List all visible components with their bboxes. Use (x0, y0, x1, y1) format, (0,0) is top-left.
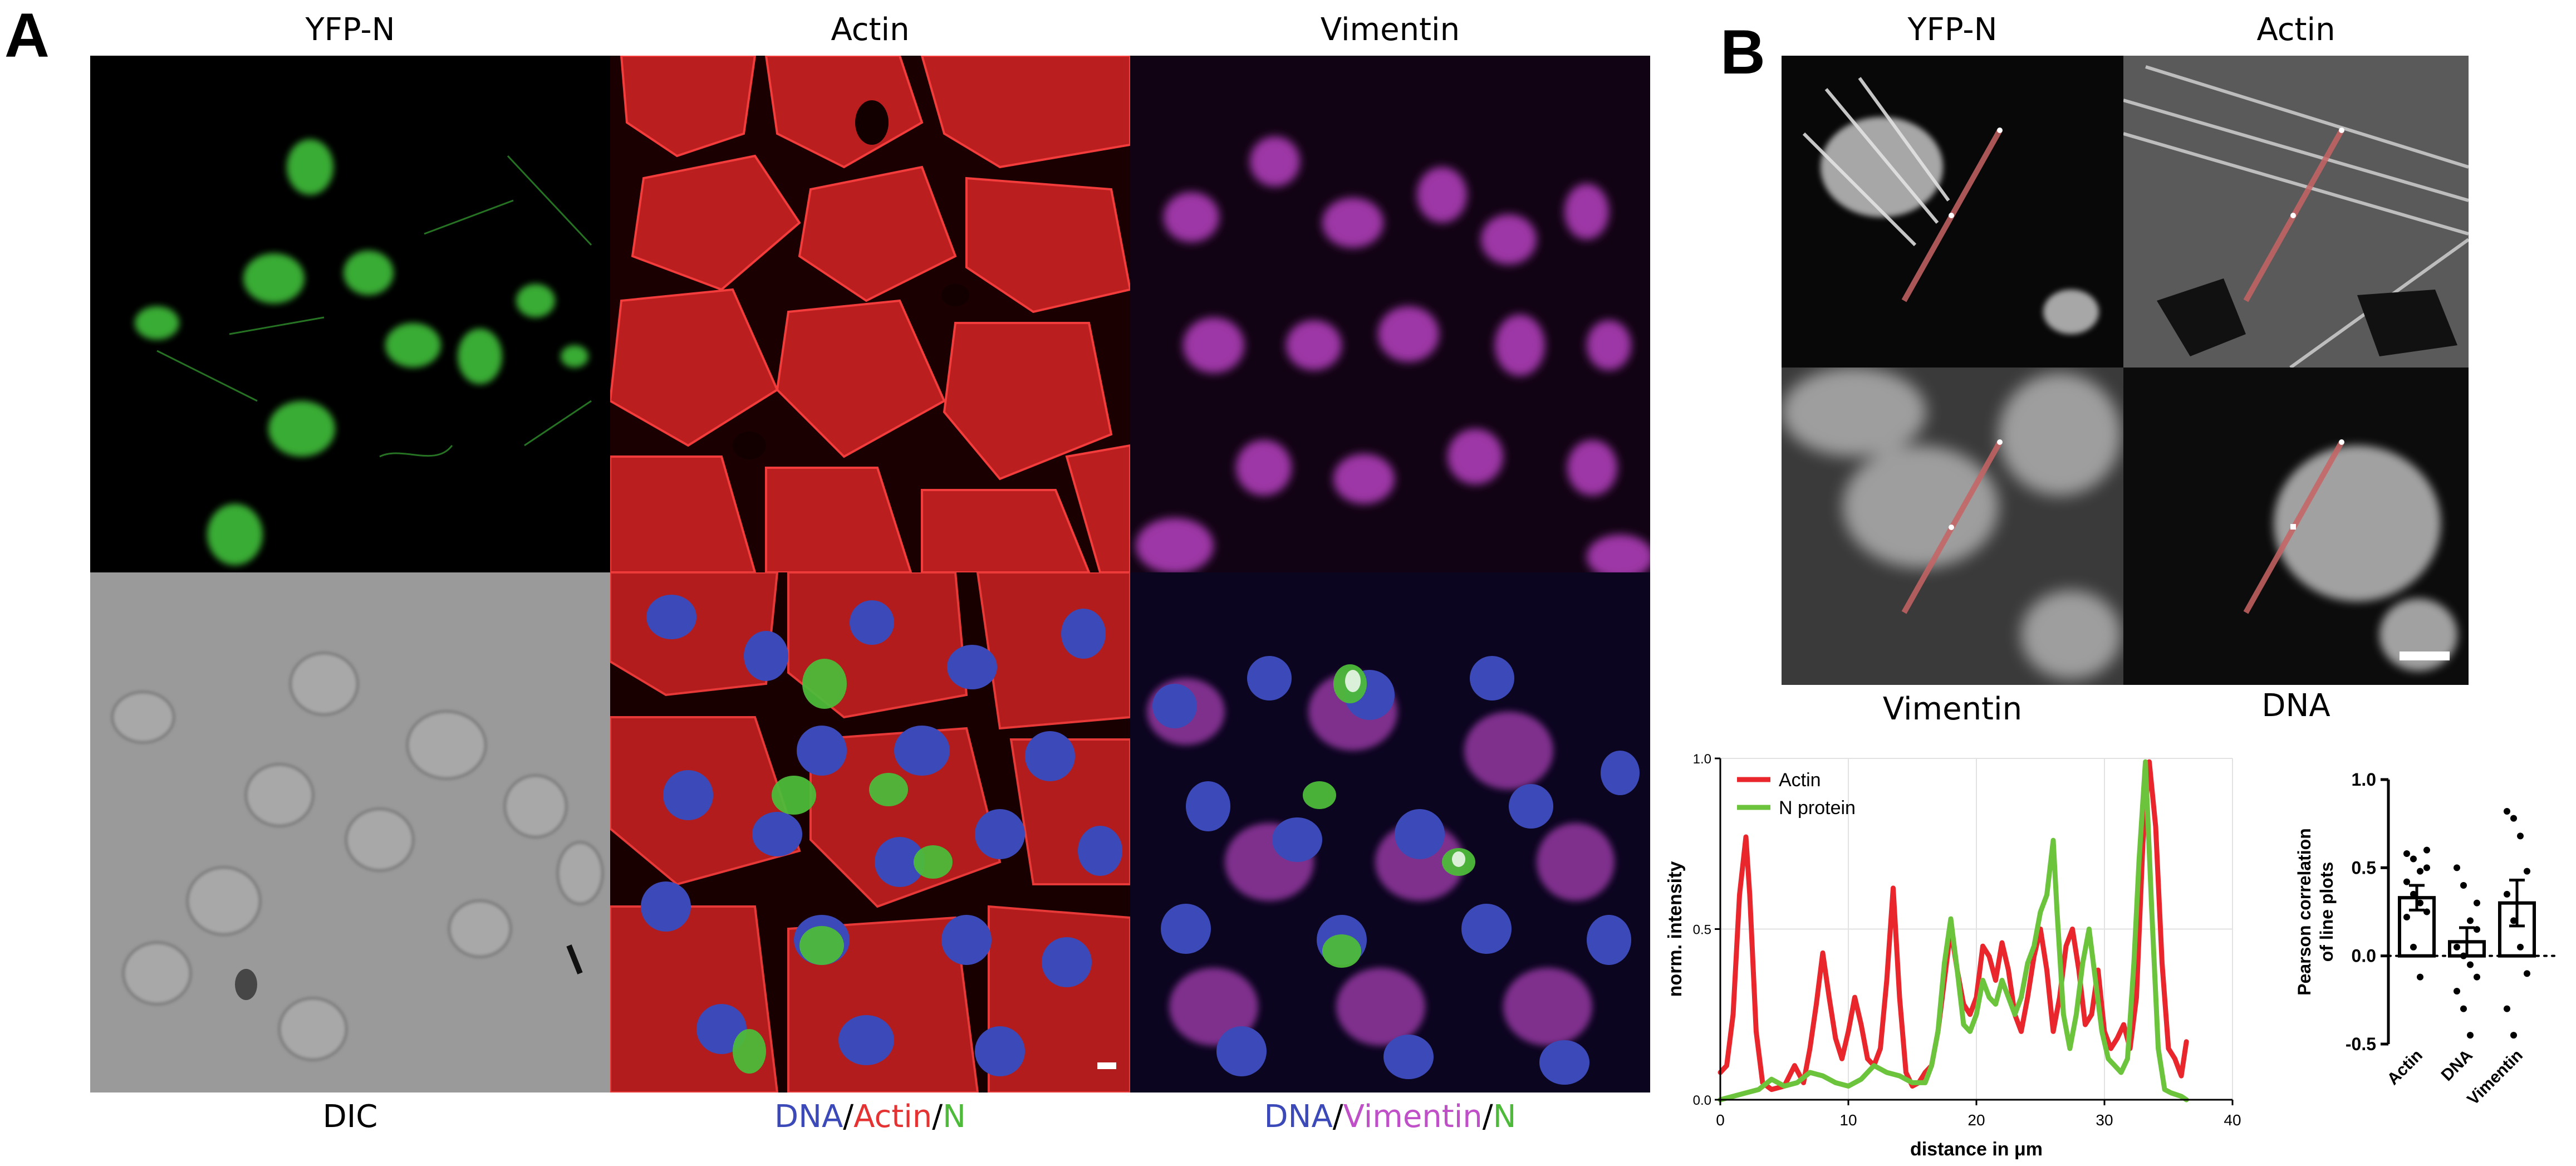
x-tick-label: 40 (2224, 1111, 2241, 1129)
data-point (2517, 943, 2524, 951)
panel-b-title-yfp-n: YFP-N (1907, 12, 1998, 48)
pearson-bar-chart: Actin DNA Vimentin -0.5 0.0 0.5 1.0 Pearson cor… (2277, 735, 2576, 1163)
data-point (2403, 914, 2410, 920)
x-tick-label: 20 (1967, 1111, 1985, 1129)
panel-b-title-actin: Actin (2256, 12, 2335, 48)
data-point (2524, 970, 2530, 977)
panel-a-title-yfp-n: YFP-N (305, 12, 395, 48)
x-tick-label: 30 (2096, 1111, 2113, 1129)
data-point (2423, 846, 2430, 854)
data-point (2403, 850, 2410, 857)
data-point (2504, 1005, 2510, 1012)
panel-b-label-dna: DNA (2261, 688, 2330, 724)
panel-b-label-vimentin: Vimentin (1882, 691, 2023, 727)
data-point (2510, 815, 2517, 822)
data-point (2517, 832, 2524, 840)
legend-vimentin-text: Vimentin (1343, 1099, 1483, 1135)
data-point (2467, 961, 2474, 968)
panel-a-label-merge-vimentin: DNA/Vimentin/N (1130, 1101, 1650, 1133)
legend-label: N protein (1779, 797, 1856, 819)
y-tick-label: 0.5 (1693, 923, 1711, 938)
y-tick-label: 0.5 (2352, 858, 2376, 878)
data-point (2474, 973, 2480, 981)
data-point (2417, 868, 2423, 875)
y-axis-label: norm. intensity (1665, 861, 1686, 997)
micrograph-vimentin (1130, 56, 1650, 572)
y-tick-label: -0.5 (2346, 1034, 2376, 1054)
legend-actin-text: Actin (853, 1099, 933, 1135)
separator-text: / (843, 1099, 854, 1135)
data-point (2474, 899, 2480, 907)
x-category-label: Vimentin (2464, 1046, 2526, 1109)
data-point (2454, 864, 2460, 871)
panel-b-letter: B (1720, 17, 1765, 87)
x-tick-label: 0 (1716, 1111, 1725, 1129)
series-line-n-protein (1718, 759, 2189, 1103)
legend-n-text: N (1493, 1099, 1517, 1135)
y-tick-label: 0.0 (1693, 1093, 1711, 1108)
data-point (2423, 908, 2430, 915)
data-point (2510, 917, 2517, 924)
separator-text: / (1332, 1099, 1343, 1135)
y-tick-label: 1.0 (1693, 752, 1711, 767)
legend-dna-text: DNA (774, 1099, 843, 1135)
micrograph-b-vimentin (1782, 368, 2123, 685)
data-point (2417, 899, 2423, 907)
data-point (2460, 882, 2467, 889)
y-axis-label-line2: of line plots (2317, 862, 2337, 962)
data-point (2467, 1032, 2474, 1039)
data-point (2454, 988, 2460, 994)
data-point (2504, 890, 2510, 898)
panel-a-label-dic: DIC (322, 1099, 378, 1135)
data-point (2474, 926, 2480, 933)
data-point (2417, 973, 2423, 981)
data-point (2467, 917, 2474, 924)
y-tick-label: 0.0 (2352, 946, 2376, 966)
micrograph-b-dna (2123, 368, 2469, 685)
panel-a-letter: A (4, 1, 50, 70)
x-category-label: Actin (2384, 1046, 2426, 1089)
data-point (2460, 952, 2467, 959)
data-point (2423, 864, 2430, 871)
x-category-label: DNA (2438, 1046, 2476, 1085)
data-point (2524, 868, 2530, 875)
data-point (2504, 808, 2510, 815)
separator-text: / (932, 1099, 943, 1135)
line-profile-chart: 0 10 20 30 40 0.0 0.5 1.0 distance in μm norm. in… (1648, 735, 2277, 1163)
legend-n-text: N (943, 1099, 966, 1135)
x-axis-label: distance in μm (1910, 1139, 2043, 1160)
micrograph-b-yfp-n (1782, 56, 2123, 368)
data-point (2410, 890, 2417, 898)
micrograph-yfp-n (90, 56, 610, 572)
data-point (2410, 943, 2417, 951)
panel-a-title-vimentin: Vimentin (1320, 12, 1460, 48)
micrograph-merge-dna-actin-n (610, 572, 1130, 1092)
y-axis-label-line1: Pearson correlation (2294, 828, 2314, 996)
micrograph-b-actin (2123, 56, 2469, 368)
legend-dna-text: DNA (1264, 1099, 1333, 1135)
micrograph-actin (610, 56, 1130, 572)
data-point (2410, 855, 2417, 863)
separator-text: / (1482, 1099, 1493, 1135)
y-tick-label: 1.0 (2352, 770, 2376, 790)
legend-label: Actin (1779, 770, 1821, 791)
x-tick-label: 10 (1839, 1111, 1857, 1129)
panel-a-title-actin: Actin (831, 12, 910, 48)
data-point (2460, 1005, 2467, 1012)
data-point (2403, 878, 2410, 885)
panel-a-label-merge-actin: DNA/Actin/N (610, 1101, 1130, 1133)
micrograph-merge-dna-vimentin-n (1130, 572, 1650, 1092)
micrograph-dic (90, 572, 610, 1092)
data-point (2454, 943, 2460, 951)
data-point (2510, 1032, 2517, 1039)
